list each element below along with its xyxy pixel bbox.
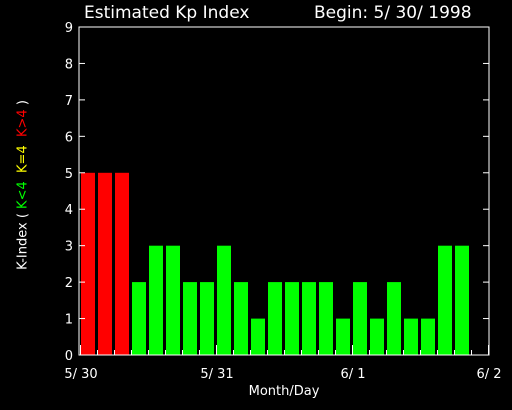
- bar-2: [115, 172, 129, 355]
- x-tick-label-3: 6/ 2: [476, 367, 501, 382]
- bar-3: [132, 282, 146, 355]
- y-tick-label-9: 9: [65, 21, 73, 36]
- y-label-suffix: ): [15, 100, 31, 110]
- bar-11: [268, 282, 282, 355]
- bar-0: [81, 172, 95, 355]
- x-axis: 5/ 30 5/ 31 6/ 1 6/ 2: [64, 345, 502, 382]
- bar-22: [455, 245, 469, 355]
- bar-group: [81, 172, 469, 355]
- bar-15: [336, 318, 350, 355]
- bar-14: [319, 282, 333, 355]
- bar-6: [183, 282, 197, 355]
- x-tick-label-2: 6/ 1: [340, 367, 365, 382]
- bar-13: [302, 282, 316, 355]
- y-tick-label-6: 6: [65, 130, 73, 145]
- y-label-prefix: K-Index (: [15, 208, 31, 270]
- y-label-green: K<4: [15, 181, 31, 209]
- y-label-red: K>4: [15, 109, 31, 137]
- x-axis-label: Month/Day: [248, 384, 320, 399]
- y-tick-label-8: 8: [65, 57, 73, 72]
- bar-21: [438, 245, 452, 355]
- bar-17: [370, 318, 384, 355]
- bar-5: [166, 245, 180, 355]
- y-axis: 0 1 2 3 4 5 6 7 8 9: [65, 21, 489, 364]
- bar-12: [285, 282, 299, 355]
- bar-19: [404, 318, 418, 355]
- bar-18: [387, 282, 401, 355]
- bar-10: [251, 318, 265, 355]
- x-tick-label-1: 5/ 31: [200, 367, 233, 382]
- bar-9: [234, 282, 248, 355]
- bar-1: [98, 172, 112, 355]
- y-tick-label-2: 2: [65, 276, 73, 291]
- y-label-yellow: K=4: [15, 145, 31, 173]
- bar-8: [217, 245, 231, 355]
- y-tick-label-0: 0: [65, 349, 73, 364]
- y-tick-label-4: 4: [65, 203, 73, 218]
- y-tick-label-7: 7: [65, 94, 73, 109]
- bar-4: [149, 245, 163, 355]
- bar-20: [421, 318, 435, 355]
- begin-date: Begin: 5/ 30/ 1998: [314, 3, 472, 23]
- y-axis-label: K-Index ( K<4 K=4 K>4 ): [16, 100, 31, 270]
- y-tick-label-5: 5: [65, 167, 73, 182]
- bar-7: [200, 282, 214, 355]
- y-tick-label-3: 3: [65, 240, 73, 255]
- bar-16: [353, 282, 367, 355]
- chart-title: Estimated Kp Index: [84, 3, 250, 23]
- y-tick-label-1: 1: [65, 313, 73, 328]
- x-tick-label-0: 5/ 30: [64, 367, 97, 382]
